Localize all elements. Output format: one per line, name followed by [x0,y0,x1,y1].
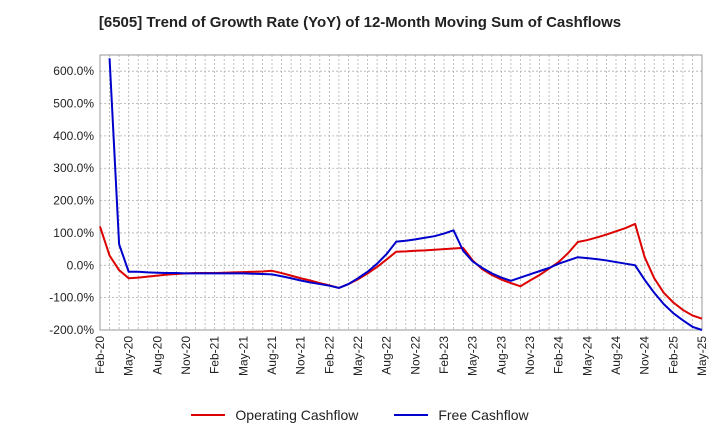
x-tick-label: Feb-23 [437,336,451,374]
chart-title: [6505] Trend of Growth Rate (YoY) of 12-… [98,14,622,31]
legend-swatch-free-cashflow [394,414,429,416]
x-tick-label: Nov-20 [179,336,193,375]
x-tick-label: Nov-23 [523,336,537,375]
x-tick-label: Aug-21 [265,336,279,375]
series-lines [99,58,703,331]
plot-area-frame [99,54,703,331]
y-tick-label: -200.0% [49,323,94,337]
x-tick-label: May-25 [695,336,709,376]
y-tick-label: 200.0% [53,194,94,208]
x-tick-label: May-21 [236,336,250,376]
legend-item-operating-cashflow: Operating Cashflow [191,404,358,426]
x-tick-label: Feb-25 [666,336,680,374]
y-axis-tick-labels: 600.0% 500.0% 400.0% 300.0% 200.0% 100.0% 0.0%… [49,64,94,337]
legend-swatch-operating-cashflow [191,414,226,416]
x-tick-label: Nov-22 [408,336,422,375]
y-tick-label: 600.0% [53,64,94,78]
x-tick-label: Nov-21 [294,336,308,375]
x-tick-label: Nov-24 [638,336,652,375]
x-tick-label: Aug-22 [380,336,394,375]
y-tick-label: 100.0% [53,226,94,240]
x-tick-label: May-20 [122,336,136,376]
y-tick-label: 500.0% [53,97,94,111]
legend: Operating Cashflow Free Cashflow [0,404,720,426]
grid-lines [99,55,703,331]
x-tick-label: May-23 [466,336,480,376]
y-tick-label: 0.0% [67,258,95,272]
x-axis-tick-labels: Feb-20 May-20 Aug-20 Nov-20 Feb-21 May-21 Aug-… [93,336,709,376]
x-tick-label: Aug-24 [609,336,623,375]
x-tick-label: Feb-24 [552,336,566,374]
series-line-free-cashflow [108,58,703,331]
y-tick-label: 400.0% [53,129,94,143]
x-tick-label: May-22 [351,336,365,376]
y-tick-label: -100.0% [49,291,94,305]
x-tick-label: Feb-21 [208,336,222,374]
x-tick-label: Aug-23 [494,336,508,375]
legend-item-free-cashflow: Free Cashflow [394,404,529,426]
x-tick-label: May-24 [580,336,594,376]
legend-label-free-cashflow: Free Cashflow [438,407,529,423]
x-tick-label: Feb-22 [322,336,336,374]
x-tick-label: Feb-20 [93,336,107,374]
series-line-operating-cashflow [99,222,703,320]
y-tick-label: 300.0% [53,161,94,175]
legend-label-operating-cashflow: Operating Cashflow [235,407,359,423]
x-tick-label: Aug-20 [150,336,164,375]
